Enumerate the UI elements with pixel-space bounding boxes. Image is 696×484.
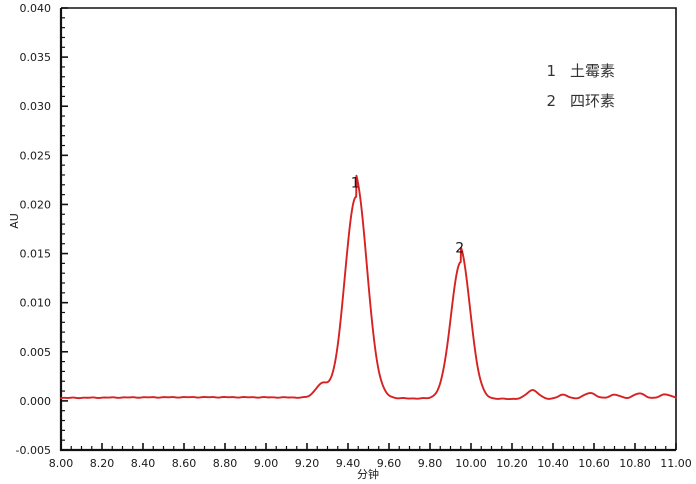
y-tick-label: 0.000: [20, 395, 52, 408]
x-tick-label: 10.00: [455, 457, 487, 470]
x-tick-label: 8.80: [213, 457, 238, 470]
x-tick-label: 8.00: [49, 457, 74, 470]
legend-label-1: 土霉素: [570, 62, 615, 80]
x-tick-label: 9.20: [295, 457, 320, 470]
x-tick-label: 10.60: [578, 457, 610, 470]
x-tick-label: 8.60: [172, 457, 197, 470]
x-tick-label: 9.60: [377, 457, 402, 470]
y-tick-label: 0.040: [20, 2, 52, 15]
legend-marker-1: 1: [546, 62, 556, 80]
legend-label-2: 四环素: [570, 92, 615, 110]
y-tick-label: -0.005: [16, 444, 51, 457]
peak-label-2: 2: [455, 240, 464, 256]
chromatogram-trace: [60, 174, 677, 401]
y-tick-label: 0.015: [20, 248, 52, 261]
y-tick-label: 0.005: [20, 346, 52, 359]
x-axis-title: 分钟: [357, 467, 379, 481]
peak-label-1: 1: [351, 176, 360, 192]
x-tick-label: 10.80: [619, 457, 651, 470]
x-tick-label: 9.80: [418, 457, 443, 470]
y-tick-label: 0.020: [20, 198, 52, 211]
y-tick-label: 0.035: [20, 51, 52, 64]
y-axis-title: AU: [8, 213, 21, 229]
legend-marker-2: 2: [546, 92, 556, 110]
y-tick-label: 0.010: [20, 297, 52, 310]
x-tick-label: 9.40: [336, 457, 361, 470]
plot-frame: [61, 7, 677, 450]
y-tick-label: 0.025: [20, 149, 52, 162]
x-tick-label: 8.40: [131, 457, 156, 470]
x-tick-label: 11.00: [660, 457, 692, 470]
x-tick-label: 10.20: [496, 457, 528, 470]
x-tick-label: 10.40: [537, 457, 569, 470]
x-tick-label: 9.00: [254, 457, 279, 470]
y-tick-label: 0.030: [20, 100, 52, 113]
x-tick-label: 8.20: [90, 457, 115, 470]
